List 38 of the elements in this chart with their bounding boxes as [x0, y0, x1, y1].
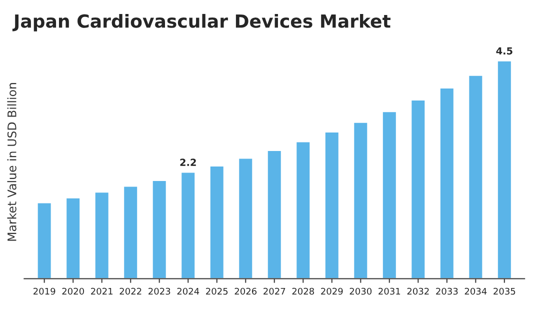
x-tick-label: 2028: [292, 288, 314, 295]
bar: [439, 87, 455, 279]
x-tick-label: 2031: [378, 288, 400, 295]
x-tick-label: 2034: [464, 288, 487, 295]
bar: [151, 180, 168, 279]
bar: [468, 74, 484, 279]
bar: [295, 140, 312, 279]
bar: [208, 165, 225, 279]
x-tick-label: 2025: [206, 288, 228, 295]
bar: [382, 110, 398, 279]
x-tick-label: 2024: [177, 288, 200, 295]
x-tick-label: 2026: [234, 288, 257, 295]
data-label: 2.2: [180, 158, 196, 166]
bar: [94, 191, 110, 279]
x-tick-label: 2021: [91, 288, 113, 295]
bar: [122, 185, 138, 279]
x-tick-label: 2027: [264, 288, 286, 295]
bar: [496, 60, 512, 279]
x-tick-label: 2035: [494, 288, 516, 295]
x-tick-label: 2020: [62, 288, 84, 295]
bar: [410, 99, 426, 279]
chart-title: Japan Cardiovascular Devices Market: [12, 14, 391, 32]
x-tick-label: 2023: [148, 288, 170, 295]
bar: [352, 121, 369, 279]
bar: [238, 157, 254, 279]
x-tick-label: 2033: [436, 288, 458, 295]
y-axis-title: Market Value in USD Billion: [7, 83, 16, 241]
bar: [180, 171, 196, 279]
bar: [266, 150, 282, 279]
x-tick-label: 2032: [407, 288, 429, 295]
x-tick-label: 2030: [350, 288, 372, 295]
bar: [36, 202, 52, 279]
bar: [324, 131, 340, 279]
x-tick-label: 2019: [34, 288, 56, 295]
bar: [65, 197, 81, 279]
data-label: 4.5: [496, 47, 512, 55]
x-tick-label: 2029: [321, 288, 343, 295]
x-tick-label: 2022: [120, 288, 142, 295]
